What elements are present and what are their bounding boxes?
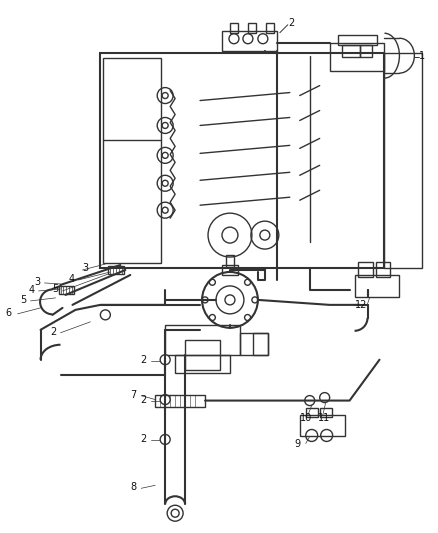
Text: 2: 2 bbox=[140, 354, 146, 365]
Text: 2: 2 bbox=[288, 18, 294, 28]
Text: 5: 5 bbox=[53, 284, 59, 294]
Bar bbox=[266, 23, 274, 33]
Text: 8: 8 bbox=[130, 482, 136, 492]
Text: 10: 10 bbox=[300, 413, 312, 423]
Bar bbox=[175, 355, 230, 373]
Bar bbox=[375, 262, 390, 277]
Bar bbox=[385, 53, 422, 268]
Bar bbox=[103, 58, 161, 263]
Circle shape bbox=[160, 355, 170, 365]
Bar bbox=[300, 415, 345, 437]
Bar bbox=[357, 262, 372, 277]
Bar bbox=[330, 43, 385, 71]
Circle shape bbox=[160, 434, 170, 445]
Text: 2: 2 bbox=[140, 394, 146, 405]
Bar bbox=[355, 275, 399, 297]
Bar bbox=[155, 394, 205, 407]
Circle shape bbox=[320, 393, 330, 402]
Bar bbox=[59, 286, 74, 294]
Bar bbox=[338, 35, 378, 45]
Bar bbox=[320, 408, 332, 416]
Text: 3: 3 bbox=[35, 277, 41, 287]
Bar bbox=[165, 325, 240, 355]
Text: 2: 2 bbox=[50, 327, 57, 337]
Text: 1: 1 bbox=[419, 51, 425, 61]
Bar bbox=[253, 333, 268, 355]
Circle shape bbox=[160, 394, 170, 405]
Bar bbox=[222, 265, 238, 275]
Bar bbox=[226, 255, 234, 267]
Bar bbox=[230, 23, 238, 33]
Bar bbox=[342, 45, 360, 56]
Circle shape bbox=[100, 310, 110, 320]
Bar bbox=[108, 266, 124, 274]
Text: 4: 4 bbox=[68, 274, 74, 284]
Text: 11: 11 bbox=[318, 413, 330, 423]
Circle shape bbox=[305, 395, 314, 406]
Bar bbox=[100, 53, 385, 268]
Text: 12: 12 bbox=[355, 300, 367, 310]
Bar bbox=[306, 408, 318, 416]
Bar bbox=[222, 31, 277, 51]
Text: 4: 4 bbox=[28, 285, 35, 295]
Bar bbox=[240, 333, 268, 355]
Text: 7: 7 bbox=[130, 390, 137, 400]
Text: 5: 5 bbox=[21, 295, 27, 305]
Text: 6: 6 bbox=[6, 308, 12, 318]
Text: 2: 2 bbox=[140, 434, 146, 445]
Bar bbox=[248, 23, 256, 33]
Bar bbox=[360, 45, 371, 56]
Text: 9: 9 bbox=[295, 439, 301, 449]
Text: 3: 3 bbox=[82, 263, 88, 273]
Bar bbox=[185, 340, 220, 370]
